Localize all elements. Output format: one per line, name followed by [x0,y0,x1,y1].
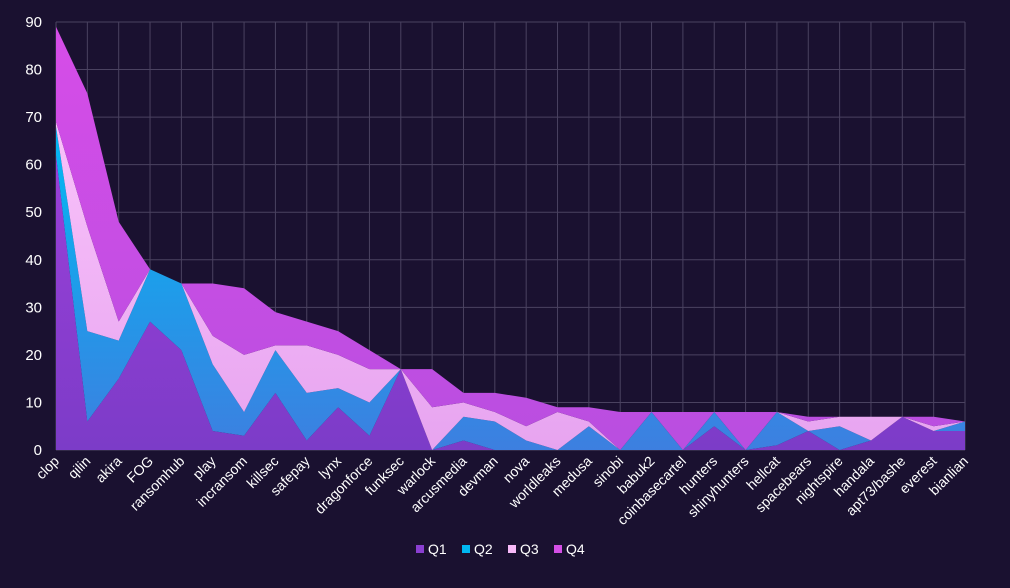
legend-item-q4[interactable]: Q4 [554,541,585,557]
x-tick-label: qilin [65,453,94,482]
area-series-q4 [56,26,965,450]
legend-label: Q4 [566,541,585,557]
legend-swatch [554,545,562,553]
legend-swatch [416,545,424,553]
y-tick-label: 80 [25,62,42,79]
area-series-group [56,26,965,451]
y-tick-label: 20 [25,347,42,364]
legend[interactable]: Q1 Q2 Q3 Q4 [416,541,585,557]
legend-item-q1[interactable]: Q1 [416,541,447,557]
area-series-q3 [56,121,965,451]
legend-item-q2[interactable]: Q2 [462,541,493,557]
y-tick-label: 50 [25,204,42,221]
y-tick-label: 40 [25,252,42,269]
y-tick-label: 70 [25,109,42,126]
legend-label: Q3 [520,541,539,557]
y-tick-label: 10 [25,394,42,411]
legend-label: Q1 [428,541,447,557]
legend-label: Q2 [474,541,493,557]
area-series-q1 [56,155,965,450]
y-tick-label: 0 [34,442,42,459]
y-tick-label: 60 [25,157,42,174]
y-tick-label: 90 [25,14,42,31]
x-tick-label: akira [92,453,125,486]
y-axis-ticks: 0 10 20 30 40 50 60 70 80 90 [25,14,42,459]
legend-swatch [508,545,516,553]
legend-item-q3[interactable]: Q3 [508,541,539,557]
legend-swatch [462,545,470,553]
y-tick-label: 30 [25,299,42,316]
area-series-q2 [56,126,965,451]
